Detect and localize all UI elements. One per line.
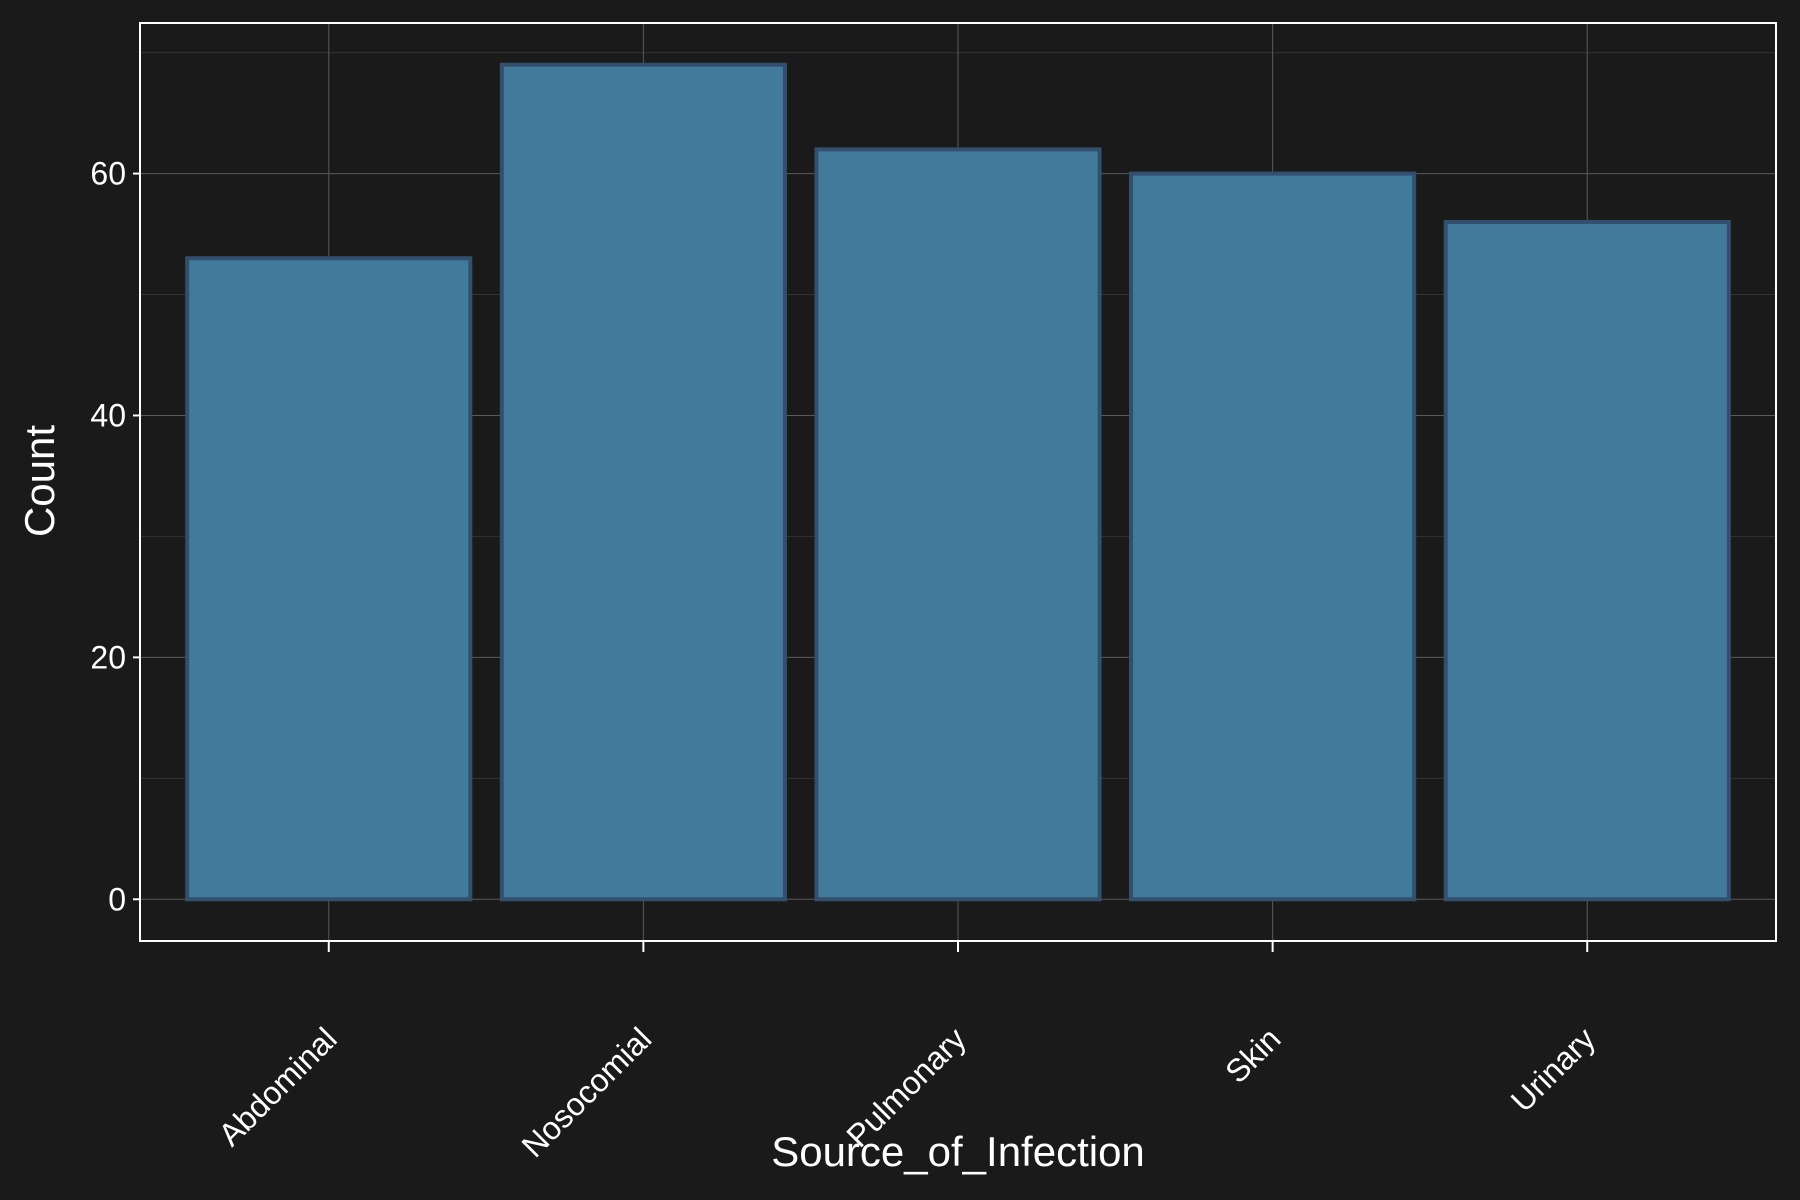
bar-abdominal [185,256,473,902]
bars [185,62,1731,902]
bar-urinary [1443,219,1731,902]
y-tick-label: 0 [108,881,126,917]
bar-pulmonary [814,147,1102,902]
y-axis-label: Count [16,425,63,537]
x-axis-label: Source_of_Infection [771,1128,1145,1175]
y-axis: 0 20 40 60 [90,156,140,917]
y-tick-label: 40 [90,397,126,433]
y-tick-label: 60 [90,156,126,192]
bar-skin [1129,171,1417,902]
y-tick-label: 20 [90,639,126,675]
bar-nosocomial [499,62,787,902]
